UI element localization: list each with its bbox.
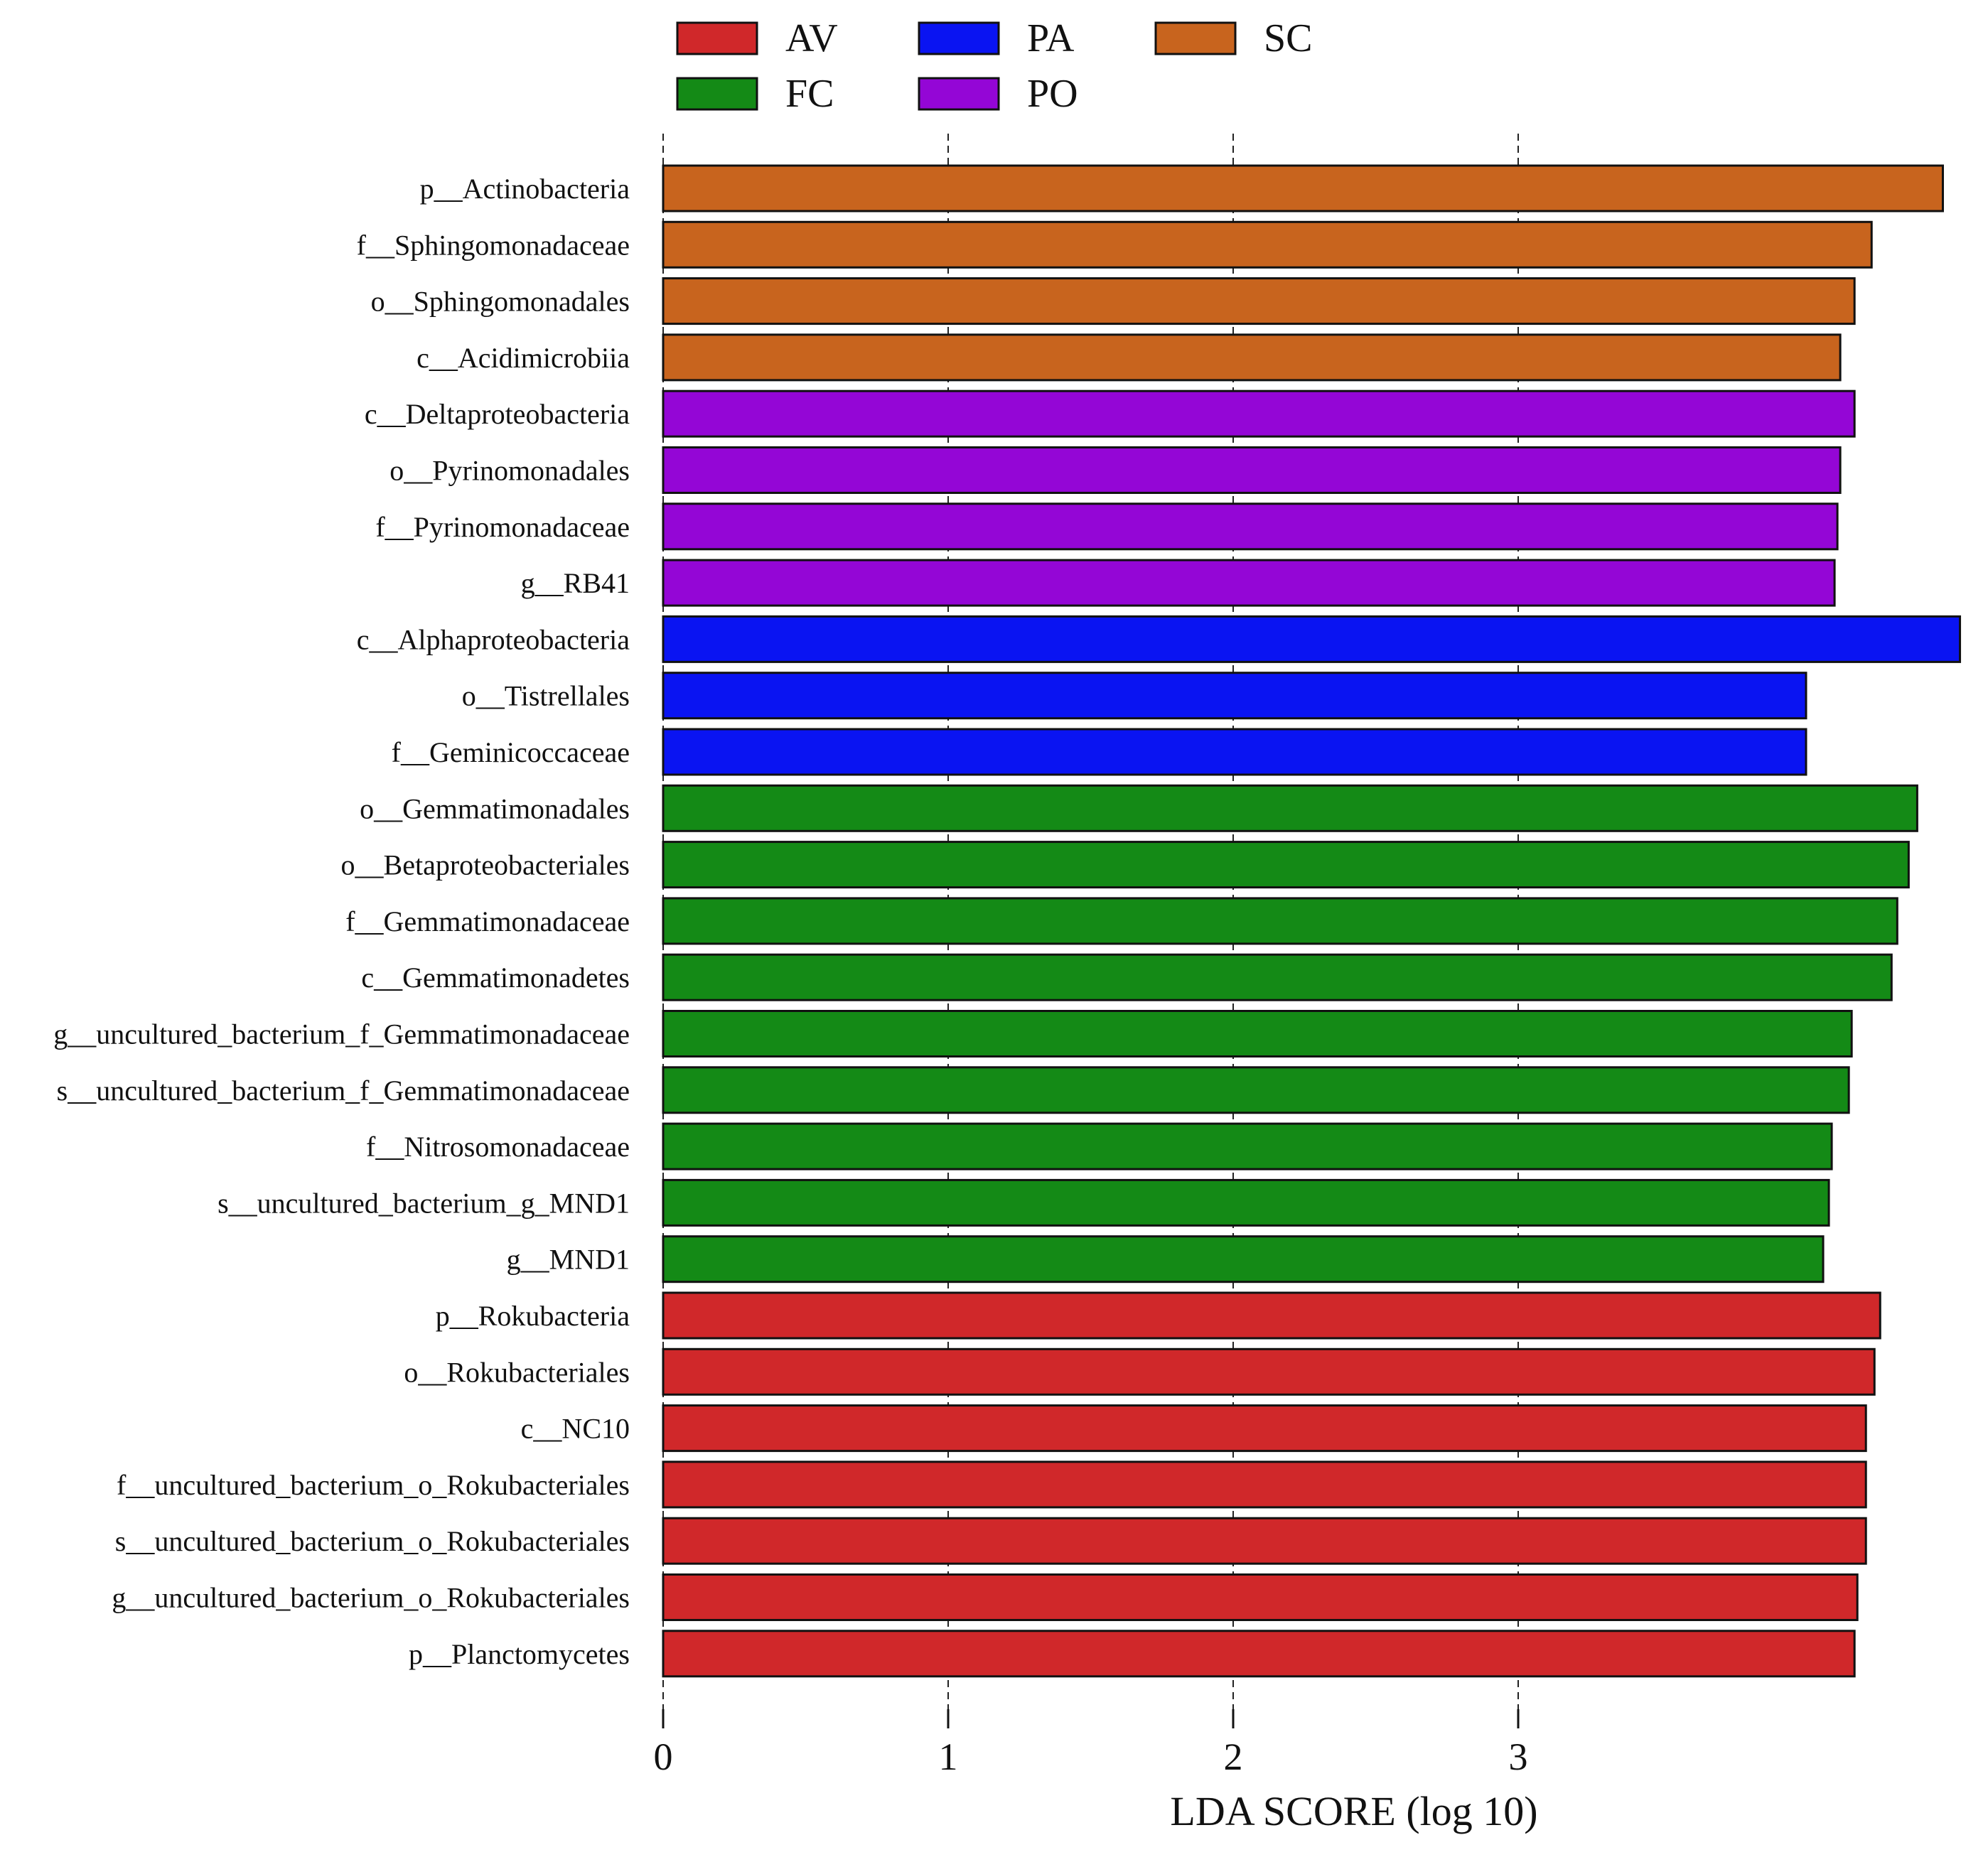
- legend-label-FC: FC: [785, 72, 834, 116]
- category-label-p__Planctomycetes: p__Planctomycetes: [409, 1638, 630, 1670]
- x-tick-label-2: 2: [1224, 1735, 1243, 1778]
- category-label-c__Deltaproteobacteria: c__Deltaproteobacteria: [365, 398, 630, 430]
- category-label-o__Gemmatimonadales: o__Gemmatimonadales: [360, 792, 630, 824]
- category-label-o__Rokubacteriales: o__Rokubacteriales: [404, 1356, 630, 1388]
- category-labels: p__Actinobacteria f__Sphingomonadaceae o__…: [53, 173, 630, 1670]
- category-label-c__Alphaproteobacteria: c__Alphaproteobacteria: [357, 623, 630, 655]
- legend-label-PA: PA: [1027, 16, 1075, 60]
- legend-swatch-PO: [918, 77, 1000, 111]
- category-label-s__uncultured_bacterium_f_Gemmatimonadaceae: s__uncultured_bacterium_f_Gemmatimonadac…: [57, 1075, 630, 1107]
- bar-f__Pyrinomonadaceae: [662, 502, 1839, 551]
- category-label-g__uncultured_bacterium_f_Gemmatimonadaceae: g__uncultured_bacterium_f_Gemmatimonadac…: [53, 1018, 630, 1050]
- bar-s__uncultured_bacterium_g_MND1: [662, 1178, 1830, 1227]
- bar-p__Rokubacteria: [662, 1291, 1881, 1340]
- bar-o__Gemmatimonadales: [662, 784, 1918, 832]
- category-label-f__Nitrosomonadaceae: f__Nitrosomonadaceae: [366, 1131, 630, 1163]
- bar-c__Alphaproteobacteria: [662, 615, 1962, 663]
- bar-g__MND1: [662, 1235, 1825, 1284]
- category-label-s__uncultured_bacterium_g_MND1: s__uncultured_bacterium_g_MND1: [217, 1187, 630, 1219]
- bar-o__Tistrellales: [662, 672, 1807, 720]
- legend-label-AV: AV: [785, 16, 838, 60]
- x-axis-title: LDA SCORE (log 10): [1170, 1788, 1537, 1834]
- category-label-g__RB41: g__RB41: [521, 567, 630, 599]
- bar-s__uncultured_bacterium_f_Gemmatimonadaceae: [662, 1066, 1850, 1114]
- category-label-c__Gemmatimonadetes: c__Gemmatimonadetes: [361, 962, 630, 994]
- category-label-o__Sphingomonadales: o__Sphingomonadales: [371, 286, 630, 318]
- bar-f__uncultured_bacterium_o_Rokubacteriales: [662, 1460, 1867, 1509]
- category-label-o__Pyrinomonadales: o__Pyrinomonadales: [389, 455, 630, 487]
- category-label-o__Tistrellales: o__Tistrellales: [462, 680, 630, 712]
- legend-swatch-SC: [1154, 21, 1237, 55]
- category-label-p__Rokubacteria: p__Rokubacteria: [436, 1300, 630, 1332]
- category-label-f__uncultured_bacterium_o_Rokubacteriales: f__uncultured_bacterium_o_Rokubacteriale…: [117, 1469, 630, 1501]
- bar-o__Sphingomonadales: [662, 277, 1856, 325]
- legend-swatch-AV: [676, 21, 758, 55]
- bar-g__RB41: [662, 559, 1836, 607]
- category-label-c__NC10: c__NC10: [521, 1413, 630, 1445]
- bar-f__Gemmatimonadaceae: [662, 897, 1898, 945]
- legend-swatch-FC: [676, 77, 758, 111]
- bar-p__Actinobacteria: [662, 164, 1944, 212]
- category-label-s__uncultured_bacterium_o_Rokubacteriales: s__uncultured_bacterium_o_Rokubacteriale…: [115, 1525, 630, 1557]
- bar-c__Deltaproteobacteria: [662, 389, 1856, 438]
- category-label-f__Geminicoccaceae: f__Geminicoccaceae: [392, 736, 630, 768]
- category-label-f__Pyrinomonadaceae: f__Pyrinomonadaceae: [375, 511, 630, 543]
- bar-f__Geminicoccaceae: [662, 728, 1807, 776]
- bar-f__Nitrosomonadaceae: [662, 1122, 1833, 1171]
- legend-label-SC: SC: [1264, 16, 1313, 60]
- x-tick-label-1: 1: [939, 1735, 958, 1778]
- bar-c__NC10: [662, 1404, 1867, 1453]
- category-label-o__Betaproteobacteriales: o__Betaproteobacteriales: [341, 849, 630, 881]
- bar-c__Acidimicrobiia: [662, 333, 1842, 382]
- bar-p__Planctomycetes: [662, 1630, 1856, 1678]
- bar-o__Pyrinomonadales: [662, 446, 1842, 494]
- category-label-f__Sphingomonadaceae: f__Sphingomonadaceae: [357, 229, 630, 261]
- legend-swatch-PA: [918, 21, 1000, 55]
- bar-f__Sphingomonadaceae: [662, 220, 1873, 269]
- category-label-p__Actinobacteria: p__Actinobacteria: [420, 173, 630, 205]
- category-label-g__uncultured_bacterium_o_Rokubacteriales: g__uncultured_bacterium_o_Rokubacteriale…: [112, 1582, 630, 1614]
- x-tick-label-0: 0: [654, 1735, 673, 1778]
- bars: [662, 164, 1962, 1678]
- bar-o__Betaproteobacteriales: [662, 841, 1910, 889]
- x-tick-label-3: 3: [1509, 1735, 1528, 1778]
- legend: AV PA SC FC PO: [676, 16, 1313, 116]
- legend-label-PO: PO: [1027, 72, 1078, 116]
- category-label-f__Gemmatimonadaceae: f__Gemmatimonadaceae: [345, 905, 630, 937]
- bar-g__uncultured_bacterium_f_Gemmatimonadaceae: [662, 1010, 1853, 1058]
- bar-c__Gemmatimonadetes: [662, 953, 1893, 1001]
- bar-g__uncultured_bacterium_o_Rokubacteriales: [662, 1573, 1859, 1621]
- category-label-g__MND1: g__MND1: [507, 1244, 630, 1276]
- bar-o__Rokubacteriales: [662, 1347, 1876, 1396]
- x-axis-ticks: 0 1 2 3: [654, 1709, 1528, 1778]
- bar-s__uncultured_bacterium_o_Rokubacteriales: [662, 1517, 1867, 1565]
- category-label-c__Acidimicrobiia: c__Acidimicrobiia: [417, 342, 630, 374]
